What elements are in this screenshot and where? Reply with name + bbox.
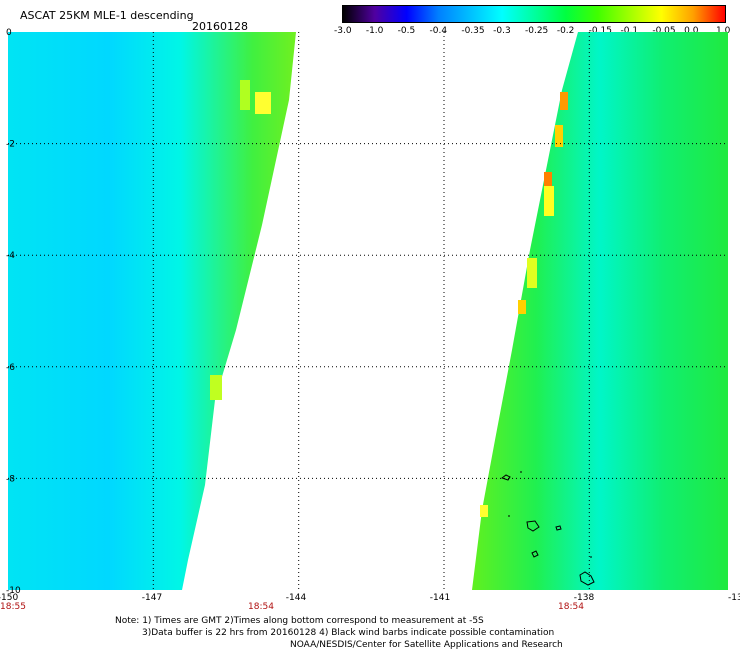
lat-tick-label: -2 [6,140,15,150]
lon-tick-label: -147 [142,593,162,603]
map-title: ASCAT 25KM MLE-1 descending [20,9,194,22]
time-label: 18:54 [558,602,584,612]
colorbar-label: -0.2 [556,26,575,36]
lon-tick-label: -150 [0,593,18,603]
colorbar-labels: -3.0 -1.0 -0.5 -0.4 -0.35 -0.3 -0.25 -0.2 -0.15-… [330,26,730,38]
coastlines [500,471,595,586]
lat-tick-label: -6 [6,363,15,373]
colorbar-label: -0.1 [620,26,639,36]
colorbar-label: 1.0 [716,26,731,36]
colorbar-label: -0.4 [429,26,448,36]
lat-tick-label: -8 [6,474,15,484]
colorbar-label: -0.25 [525,26,549,36]
time-label: 18:55 [0,602,26,612]
lat-tick-label: -4 [6,251,15,261]
colorbar-label: -0.3 [493,26,511,36]
swath-edge-highlights [210,80,568,517]
lat-tick-label: 0 [6,28,12,38]
colorbar-label: -3.0 [334,26,352,36]
colorbar [342,5,726,23]
lat-tick-label: -10 [6,586,21,596]
time-label: 18:54 [248,602,274,612]
colorbar-label: -0.5 [397,26,416,36]
lon-tick-label: -141 [430,593,450,603]
lon-tick-label: -144 [286,593,307,603]
colorbar-label: 0.0 [684,26,699,36]
note-line-1: Note: 1) Times are GMT 2)Times along bot… [115,616,484,626]
grid-lines [8,32,728,590]
map-date: 20160128 [192,20,248,33]
swath-right [472,32,728,590]
axis-ticks: -150 -147 -144 -141 -138 -135 0 -2 -4 -6 -8 -10 18:5… [0,28,740,612]
colorbar-label: -1.0 [365,26,384,36]
colorbar-label: -0.15 [588,26,612,36]
lon-tick-label: -138 [574,593,595,603]
colorbar-label: -0.05 [652,26,676,36]
colorbar-label: -0.35 [461,26,485,36]
swath-left [8,32,296,590]
note-line-2: 3)Data buffer is 22 hrs from 20160128 4)… [142,628,555,638]
lon-tick-label: -135 [728,593,740,603]
note-line-3: NOAA/NESDIS/Center for Satellite Applica… [290,640,563,650]
